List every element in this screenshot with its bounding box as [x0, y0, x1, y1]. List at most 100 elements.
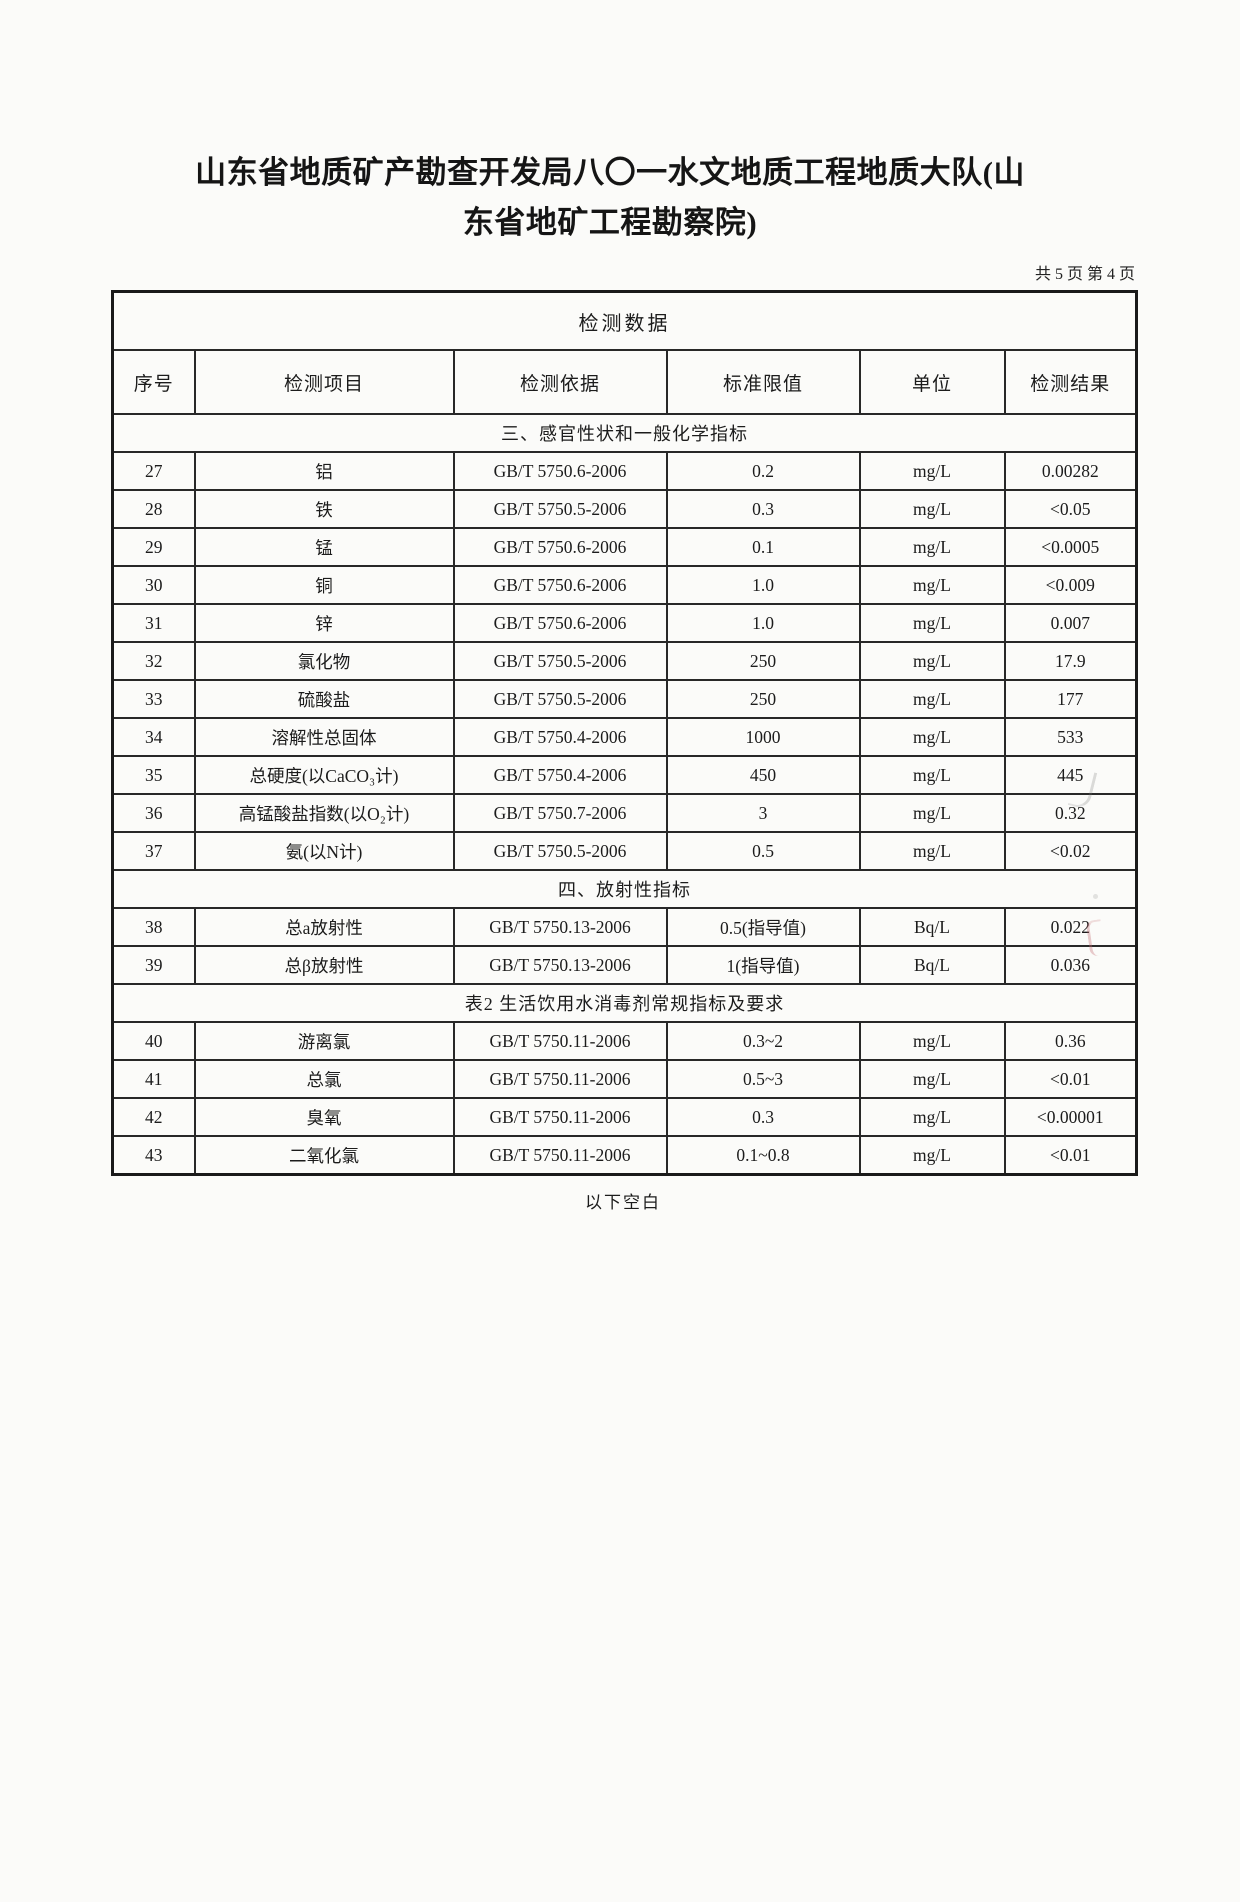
cell-result: <0.009	[1003, 565, 1138, 605]
table-row: 43 二氧化氯 GB/T 5750.11-2006 0.1~0.8 mg/L <0.01	[111, 1135, 1138, 1176]
document-title-line2: 东省地矿工程勘察院)	[462, 205, 758, 240]
cell-method: GB/T 5750.11-2006	[452, 1097, 668, 1137]
cell-unit: mg/L	[858, 489, 1006, 529]
cell-unit: mg/L	[858, 1097, 1006, 1137]
cell-method: GB/T 5750.5-2006	[452, 831, 668, 871]
cell-limit: 0.5	[665, 831, 861, 871]
cell-limit: 0.3	[665, 1097, 861, 1137]
cell-method: GB/T 5750.11-2006	[452, 1059, 668, 1099]
cell-result: <0.0005	[1003, 527, 1138, 567]
table-row: 36 高锰酸盐指数(以O₂计) GB/T 5750.7-2006 3 mg/L 0.32	[111, 793, 1138, 833]
cell-unit: mg/L	[858, 755, 1006, 795]
cell-result: 177	[1003, 679, 1138, 719]
cell-method: GB/T 5750.13-2006	[452, 945, 668, 985]
cell-no: 32	[111, 641, 196, 681]
cell-no: 40	[111, 1021, 196, 1061]
cell-limit: 250	[665, 679, 861, 719]
table-row: 37 氨(以N计) GB/T 5750.5-2006 0.5 mg/L <0.02	[111, 831, 1138, 871]
cell-method: GB/T 5750.5-2006	[452, 679, 668, 719]
cell-item: 硫酸盐	[193, 679, 455, 719]
cell-method: GB/T 5750.7-2006	[452, 793, 668, 833]
cell-method: GB/T 5750.6-2006	[452, 527, 668, 567]
cell-limit: 1(指导值)	[665, 945, 861, 985]
cell-no: 35	[111, 755, 196, 795]
cell-method: GB/T 5750.5-2006	[452, 489, 668, 529]
page-number-note: 共 5 页 第 4 页	[1034, 266, 1135, 283]
cell-no: 28	[111, 489, 196, 529]
table-row: 30 铜 GB/T 5750.6-2006 1.0 mg/L <0.009	[111, 565, 1138, 605]
cell-no: 33	[111, 679, 196, 719]
cell-method: GB/T 5750.11-2006	[452, 1135, 668, 1176]
table-row: 34 溶解性总固体 GB/T 5750.4-2006 1000 mg/L 533	[111, 717, 1138, 757]
cell-item: 总氯	[193, 1059, 455, 1099]
cell-no: 38	[111, 907, 196, 947]
column-header-0: 序号	[111, 349, 196, 415]
cell-method: GB/T 5750.11-2006	[452, 1021, 668, 1061]
section-header-label: 四、放射性指标	[111, 869, 1138, 909]
cell-method: GB/T 5750.13-2006	[452, 907, 668, 947]
cell-item: 高锰酸盐指数(以O₂计)	[193, 793, 455, 833]
column-header-row: 序号 检测项目 检测依据 标准限值 单位 检测结果	[111, 349, 1138, 415]
table-row: 33 硫酸盐 GB/T 5750.5-2006 250 mg/L 177	[111, 679, 1138, 719]
cell-item: 铝	[193, 451, 455, 491]
column-header-2: 检测依据	[452, 349, 668, 415]
cell-unit: mg/L	[858, 527, 1006, 567]
cell-limit: 3	[665, 793, 861, 833]
section-row: 四、放射性指标	[111, 869, 1138, 909]
cell-item: 氨(以N计)	[193, 831, 455, 871]
cell-unit: Bq/L	[858, 945, 1006, 985]
cell-unit: mg/L	[858, 1135, 1006, 1176]
cell-result: 0.036	[1003, 945, 1138, 985]
cell-method: GB/T 5750.4-2006	[452, 717, 668, 757]
section-header-label: 三、感官性状和一般化学指标	[111, 413, 1138, 453]
cell-result: 0.00282	[1003, 451, 1138, 491]
cell-item: 锌	[193, 603, 455, 643]
cell-limit: 0.3~2	[665, 1021, 861, 1061]
cell-unit: mg/L	[858, 717, 1006, 757]
cell-item: 游离氯	[193, 1021, 455, 1061]
cell-limit: 0.1	[665, 527, 861, 567]
cell-result: <0.01	[1003, 1135, 1138, 1176]
cell-item: 臭氧	[193, 1097, 455, 1137]
cell-no: 41	[111, 1059, 196, 1099]
section-row: 三、感官性状和一般化学指标	[111, 413, 1138, 453]
column-header-3: 标准限值	[665, 349, 861, 415]
cell-method: GB/T 5750.6-2006	[452, 451, 668, 491]
column-header-1: 检测项目	[193, 349, 455, 415]
cell-item: 二氧化氯	[193, 1135, 455, 1176]
cell-method: GB/T 5750.4-2006	[452, 755, 668, 795]
table-row: 38 总a放射性 GB/T 5750.13-2006 0.5(指导值) Bq/L 0.02…	[111, 907, 1138, 947]
cell-no: 39	[111, 945, 196, 985]
cell-limit: 0.5(指导值)	[665, 907, 861, 947]
cell-result: <0.00001	[1003, 1097, 1138, 1137]
cell-limit: 450	[665, 755, 861, 795]
column-header-5: 检测结果	[1003, 349, 1138, 415]
cell-method: GB/T 5750.6-2006	[452, 565, 668, 605]
document-title-line1: 山东省地质矿产勘查开发局八〇一水文地质工程地质大队(山	[195, 155, 1025, 190]
cell-unit: mg/L	[858, 603, 1006, 643]
cell-method: GB/T 5750.6-2006	[452, 603, 668, 643]
cell-item: 铁	[193, 489, 455, 529]
cell-limit: 0.5~3	[665, 1059, 861, 1099]
cell-no: 27	[111, 451, 196, 491]
cell-unit: Bq/L	[858, 907, 1006, 947]
cell-limit: 1000	[665, 717, 861, 757]
cell-unit: mg/L	[858, 565, 1006, 605]
cell-limit: 0.1~0.8	[665, 1135, 861, 1176]
cell-unit: mg/L	[858, 1021, 1006, 1061]
cell-unit: mg/L	[858, 679, 1006, 719]
cell-no: 37	[111, 831, 196, 871]
cell-result: 0.007	[1003, 603, 1138, 643]
cell-item: 锰	[193, 527, 455, 567]
cell-item: 总β放射性	[193, 945, 455, 985]
table-row: 27 铝 GB/T 5750.6-2006 0.2 mg/L 0.00282	[111, 451, 1138, 491]
table-row: 32 氯化物 GB/T 5750.5-2006 250 mg/L 17.9	[111, 641, 1138, 681]
cell-result: 17.9	[1003, 641, 1138, 681]
cell-result: 0.022	[1003, 907, 1138, 947]
column-header-4: 单位	[858, 349, 1006, 415]
cell-limit: 1.0	[665, 603, 861, 643]
cell-unit: mg/L	[858, 641, 1006, 681]
table-row: 41 总氯 GB/T 5750.11-2006 0.5~3 mg/L <0.01	[111, 1059, 1138, 1099]
table-row: 28 铁 GB/T 5750.5-2006 0.3 mg/L <0.05	[111, 489, 1138, 529]
table-row: 42 臭氧 GB/T 5750.11-2006 0.3 mg/L <0.00001	[111, 1097, 1138, 1137]
